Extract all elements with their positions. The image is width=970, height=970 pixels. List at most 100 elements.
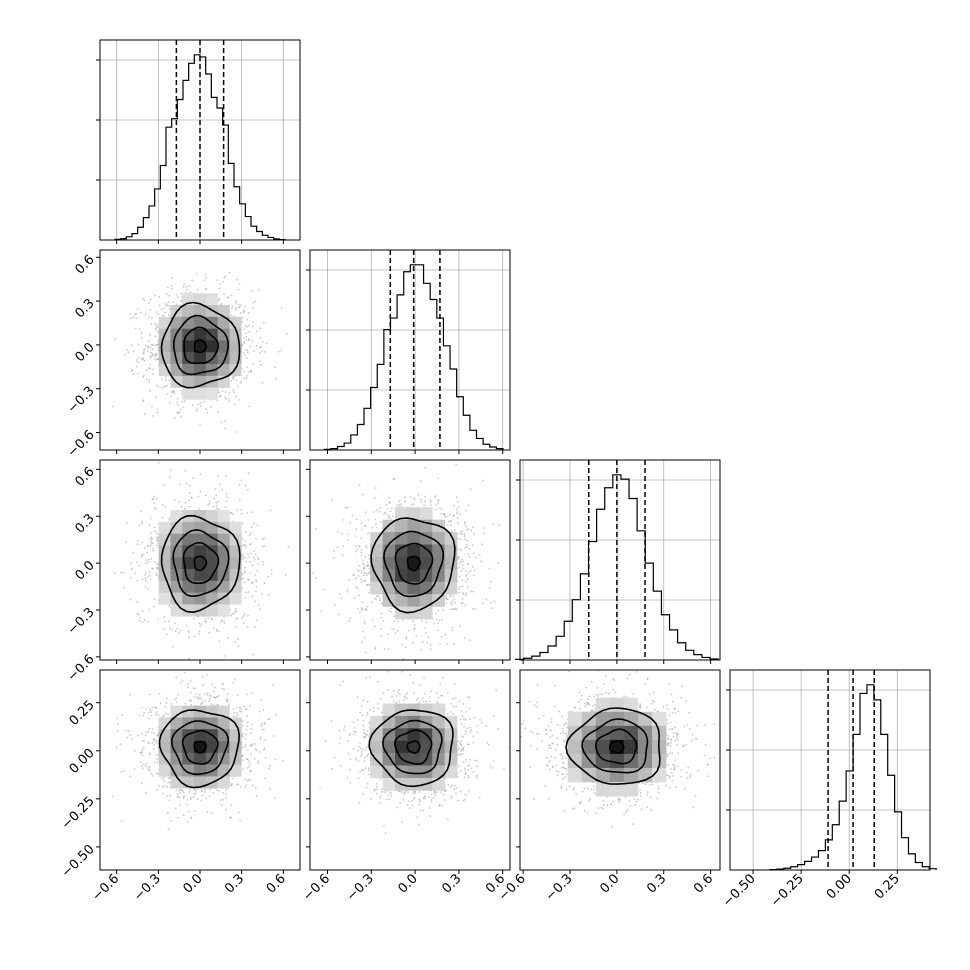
scatter-point [471, 544, 474, 546]
scatter-point [138, 524, 141, 527]
scatter-point [480, 560, 483, 563]
scatter-point [249, 543, 252, 545]
scatter-point [170, 285, 173, 287]
scatter-point [154, 335, 157, 338]
scatter-point [358, 545, 361, 548]
density-cell [419, 606, 433, 620]
scatter-point [242, 622, 245, 624]
scatter-point [170, 391, 173, 394]
scatter-point [224, 396, 227, 399]
scatter-point [223, 293, 225, 296]
scatter-point [446, 515, 449, 518]
scatter-point [435, 508, 437, 511]
scatter-point [216, 399, 219, 402]
scatter-point [263, 351, 266, 353]
scatter-point [267, 718, 270, 721]
scatter-point [191, 279, 194, 282]
scatter-point [364, 651, 367, 654]
scatter-point [232, 777, 235, 780]
scatter-point [461, 530, 464, 533]
scatter-point [176, 402, 178, 404]
scatter-point [261, 341, 264, 343]
density-cell [205, 293, 219, 306]
scatter-point [360, 522, 363, 525]
scatter-point [155, 572, 158, 575]
scatter-point [336, 530, 339, 533]
scatter-point [162, 484, 165, 487]
scatter-point [461, 585, 464, 588]
scatter-point [342, 545, 345, 548]
scatter-point [143, 711, 146, 714]
scatter-point [249, 560, 251, 563]
scatter-point [139, 617, 142, 619]
scatter-point [155, 311, 158, 314]
scatter-point [265, 342, 268, 345]
scatter-point [231, 305, 234, 307]
scatter-point [390, 507, 393, 510]
scatter-point [374, 646, 377, 649]
scatter-point [153, 502, 156, 505]
scatter-point [151, 349, 153, 351]
scatter-point [214, 686, 216, 689]
scatter-point [150, 714, 153, 717]
scatter-point [141, 555, 143, 558]
scatter-point [224, 506, 227, 509]
scatter-point [229, 314, 232, 317]
density-cell [194, 545, 207, 558]
density-cell [432, 532, 445, 545]
scatter-point [165, 304, 168, 307]
scatter-point [424, 466, 427, 469]
scatter-point [454, 601, 457, 604]
scatter-point [241, 321, 244, 323]
scatter-point [361, 493, 364, 496]
scatter-point [197, 698, 200, 701]
scatter-point [179, 629, 182, 632]
density-cell [229, 316, 242, 329]
scatter-point [158, 784, 160, 787]
scatter-point [199, 404, 202, 407]
scatter-point [409, 496, 412, 498]
scatter-point [446, 524, 449, 526]
scatter-point [243, 581, 246, 584]
scatter-point [155, 532, 158, 535]
density-cell [205, 604, 219, 617]
scatter-point [245, 339, 247, 342]
scatter-point [456, 508, 458, 511]
scatter-point [175, 660, 177, 662]
scatter-point [158, 304, 161, 307]
scatter-point [188, 285, 191, 287]
scatter-point [254, 786, 257, 789]
scatter-point [498, 524, 501, 527]
density-cell [170, 316, 183, 329]
scatter-point [199, 490, 202, 493]
scatter-point [440, 508, 443, 510]
scatter-point [346, 506, 349, 509]
scatter-point [142, 746, 145, 749]
scatter-point [188, 505, 191, 508]
scatter-point [149, 346, 152, 349]
scatter-point [168, 379, 171, 382]
histogram-panel-3 [515, 459, 721, 664]
scatter-point [468, 555, 471, 558]
scatter-point [388, 515, 391, 518]
scatter-point [221, 390, 224, 393]
scatter-point [177, 793, 180, 796]
scatter-point [161, 378, 164, 380]
density-cell [229, 521, 242, 534]
scatter-point [144, 577, 147, 579]
scatter-point [315, 577, 317, 580]
scatter-point [385, 503, 388, 506]
scatter-point [143, 359, 146, 362]
scatter-point [248, 763, 251, 766]
scatter-point [126, 736, 129, 739]
scatter-point [354, 535, 357, 537]
scatter-point [451, 608, 454, 611]
scatter-point [450, 602, 452, 605]
scatter-point [437, 622, 440, 625]
scatter-point [257, 558, 260, 561]
scatter-point [234, 640, 237, 643]
scatter-point [488, 587, 491, 590]
scatter-point [366, 574, 368, 576]
scatter-point [475, 556, 477, 559]
scatter-point [241, 344, 244, 347]
